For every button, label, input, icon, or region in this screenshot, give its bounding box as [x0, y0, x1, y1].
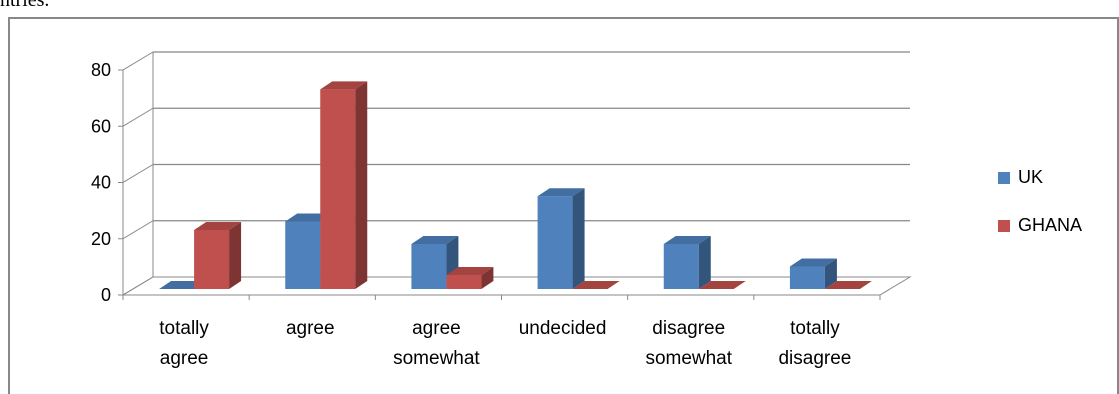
bar-front [194, 229, 230, 289]
bar-front [537, 196, 573, 289]
gridline-diagonal [122, 164, 154, 183]
x-category-label: agree [160, 348, 209, 369]
y-tick-label: 0 [101, 285, 111, 305]
bar-top [411, 236, 459, 244]
bar-top [320, 81, 368, 90]
bar-front [789, 266, 825, 289]
gridline-diagonal [122, 107, 154, 127]
legend-label: GHANA [1018, 215, 1082, 235]
gridline-diagonal [122, 51, 154, 71]
bar-front [320, 89, 356, 289]
legend-swatch [998, 172, 1010, 184]
bar-front [663, 244, 699, 289]
bar-top [446, 266, 494, 275]
x-category-label: totally [159, 318, 209, 339]
bar-side [572, 188, 585, 289]
bar-uk-5 [789, 258, 837, 289]
bar-side [698, 236, 711, 289]
bar-side [229, 221, 242, 289]
x-category-label: disagree [652, 318, 725, 339]
legend: UK GHANA [998, 167, 1082, 235]
x-category-label: somewhat [645, 348, 732, 369]
gridline-diagonal [122, 220, 154, 240]
x-category-label: somewhat [393, 348, 480, 369]
x-category-label: agree [412, 318, 461, 339]
bar-top [537, 188, 585, 197]
bar-front [446, 274, 482, 289]
bars [159, 81, 872, 289]
x-category-label: undecided [519, 318, 607, 339]
bar-top [572, 281, 620, 289]
bar-top [663, 236, 711, 244]
bar-top [824, 281, 872, 289]
legend-swatch [998, 220, 1010, 232]
bar-ghana-0 [194, 221, 242, 289]
y-tick-label: 20 [91, 229, 111, 249]
bar-uk-4 [663, 236, 711, 289]
bar-ghana-4 [698, 281, 746, 289]
y-tick-label: 80 [91, 60, 111, 80]
legend-label: UK [1018, 167, 1043, 187]
x-category-label: disagree [778, 348, 851, 369]
bar-ghana-1 [320, 81, 368, 289]
chart-frame [8, 17, 1119, 394]
gridlines [122, 51, 910, 296]
bar-ghana-2 [446, 266, 494, 289]
bar-side [355, 81, 368, 289]
bar-top [194, 221, 242, 230]
y-axis-ticks: 0 20 40 60 80 [91, 60, 123, 305]
y-tick-label: 40 [91, 173, 111, 193]
bar-ghana-3 [572, 281, 620, 289]
y-tick-label: 60 [91, 116, 111, 136]
bar-side [824, 258, 837, 289]
x-axis-categories: totally agree agree agree somewhat undecided d… [159, 318, 851, 369]
bar-front [285, 221, 321, 289]
bar-ghana-5 [824, 281, 872, 289]
bar-top [698, 281, 746, 289]
gridline-diagonal [122, 276, 154, 296]
bar-uk-3 [537, 188, 585, 289]
bar-side [481, 266, 494, 289]
x-category-label: agree [286, 318, 335, 339]
x-category-label: totally [790, 318, 840, 339]
bar-front [411, 244, 447, 289]
bar-top [789, 258, 837, 267]
bar-uk-2 [411, 236, 459, 289]
caption-fragment: ntries. [0, 0, 50, 11]
